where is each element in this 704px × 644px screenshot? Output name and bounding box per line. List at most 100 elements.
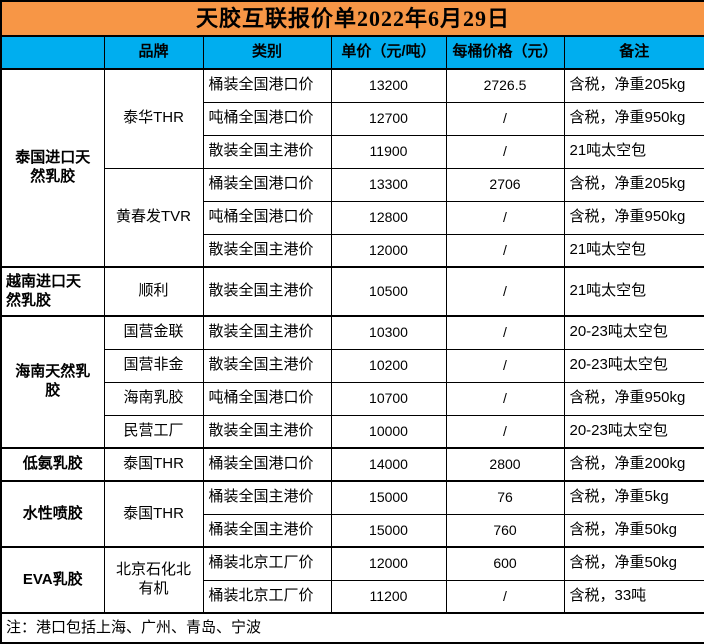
category-cell: 散装全国主港价 (202, 315, 332, 350)
barrel-price-cell: 760 (445, 513, 565, 548)
category-cell: 吨桶全国港口价 (202, 200, 332, 235)
unit-price-cell: 12000 (330, 546, 447, 581)
footer-note-row: 注：港口包括上海、广州、青岛、宁波 (0, 612, 704, 644)
col-header-corner (0, 35, 105, 70)
table-row: 海南天然乳 胶 国营金联 散装全国主港价 10300 / 20-23吨太空包 (0, 315, 704, 449)
table-row: 桶装全国主港价 15000 760 含税，净重50kg (1, 513, 704, 548)
remark-cell: 含税，净重950kg (563, 101, 704, 136)
table-row: 散装全国主港价 11900 / 21吨太空包 (1, 134, 704, 169)
unit-price-cell: 15000 (330, 513, 447, 548)
group-cell: 海南天然乳 胶 (0, 315, 105, 449)
remark-cell: 含税，净重5kg (563, 480, 704, 515)
category-cell: 桶装全国港口价 (202, 447, 332, 482)
brand-cell: 泰华THR (103, 68, 204, 169)
group-cell: 水性喷胶 (0, 480, 105, 548)
page-title: 天胶互联报价单2022年6月29日 (0, 0, 704, 37)
unit-price-cell: 10200 (330, 348, 447, 383)
col-header-brand: 品牌 (103, 35, 204, 70)
remark-cell: 21吨太空包 (563, 266, 704, 317)
table-row: 黄春发TVR 桶装全国港口价 13300 2706 含税，净重205kg (1, 167, 704, 268)
barrel-price-cell: 76 (445, 480, 565, 515)
table-row: 水性喷胶 泰国THR 桶装全国主港价 15000 76 含税，净重5kg (0, 480, 704, 548)
table-row: 海南乳胶 吨桶全国港口价 10700 / 含税，净重950kg (1, 381, 704, 416)
barrel-price-cell: 2800 (445, 447, 565, 482)
category-cell: 桶装全国港口价 (202, 68, 332, 103)
category-cell: 吨桶全国港口价 (202, 101, 332, 136)
unit-price-cell: 12000 (330, 233, 447, 268)
table-row: EVA乳胶 北京石化北 有机 桶装北京工厂价 12000 600 含税，净重50… (0, 546, 704, 614)
brand-cell: 泰国THR (103, 447, 204, 482)
unit-price-cell: 10000 (330, 414, 447, 449)
brand-cell: 民营工厂 (103, 414, 204, 449)
unit-price-cell: 10300 (330, 315, 447, 350)
column-header-row: 品牌 类别 单价（元/吨） 每桶价格（元） 备注 (0, 35, 704, 70)
table-row: 泰国进口天 然乳胶 泰华THR 桶装全国港口价 13200 2726.5 含税，… (0, 68, 704, 268)
remark-cell: 含税，33吨 (563, 579, 704, 614)
unit-price-cell: 10500 (330, 266, 447, 317)
remark-cell: 含税，净重205kg (563, 68, 704, 103)
category-cell: 散装全国主港价 (202, 266, 332, 317)
brand-cell: 泰国THR (103, 480, 204, 548)
remark-cell: 含税，净重50kg (563, 513, 704, 548)
table-row: 桶装北京工厂价 11200 / 含税，33吨 (1, 579, 704, 614)
barrel-price-cell: 600 (445, 546, 565, 581)
category-cell: 散装全国主港价 (202, 348, 332, 383)
brand-cell: 北京石化北 有机 (103, 546, 204, 614)
table-row: 低氨乳胶 泰国THR 桶装全国港口价 14000 2800 含税，净重200kg (0, 447, 704, 482)
category-cell: 桶装北京工厂价 (202, 579, 332, 614)
remark-cell: 20-23吨太空包 (563, 348, 704, 383)
brand-cell: 黄春发TVR (103, 167, 204, 268)
remark-cell: 21吨太空包 (563, 233, 704, 268)
category-cell: 散装全国主港价 (202, 233, 332, 268)
remark-cell: 含税，净重950kg (563, 381, 704, 416)
col-header-remark: 备注 (563, 35, 704, 70)
unit-price-cell: 10700 (330, 381, 447, 416)
barrel-price-cell: / (445, 414, 565, 449)
remark-cell: 含税，净重200kg (563, 447, 704, 482)
col-header-category: 类别 (202, 35, 332, 70)
brand-cell: 海南乳胶 (103, 381, 204, 416)
unit-price-cell: 13300 (330, 167, 447, 202)
unit-price-cell: 13200 (330, 68, 447, 103)
barrel-price-cell: 2706 (445, 167, 565, 202)
table-row: 国营非金 散装全国主港价 10200 / 20-23吨太空包 (1, 348, 704, 383)
category-cell: 桶装全国港口价 (202, 167, 332, 202)
barrel-price-cell: / (445, 266, 565, 317)
barrel-price-cell: / (445, 315, 565, 350)
category-cell: 桶装北京工厂价 (202, 546, 332, 581)
category-cell: 散装全国主港价 (202, 414, 332, 449)
barrel-price-cell: 2726.5 (445, 68, 565, 103)
remark-cell: 21吨太空包 (563, 134, 704, 169)
brand-cell: 国营金联 (103, 315, 204, 350)
table-row: 吨桶全国港口价 12800 / 含税，净重950kg (1, 200, 704, 235)
category-cell: 吨桶全国港口价 (202, 381, 332, 416)
barrel-price-cell: / (445, 233, 565, 268)
brand-cell: 国营非金 (103, 348, 204, 383)
remark-cell: 含税，净重950kg (563, 200, 704, 235)
remark-cell: 含税，净重50kg (563, 546, 704, 581)
unit-price-cell: 11200 (330, 579, 447, 614)
barrel-price-cell: / (445, 200, 565, 235)
unit-price-cell: 11900 (330, 134, 447, 169)
table-row: 吨桶全国港口价 12700 / 含税，净重950kg (1, 101, 704, 136)
remark-cell: 含税，净重205kg (563, 167, 704, 202)
category-cell: 桶装全国主港价 (202, 513, 332, 548)
remark-cell: 20-23吨太空包 (563, 315, 704, 350)
group-cell: 越南进口天 然乳胶 (0, 266, 105, 317)
remark-cell: 20-23吨太空包 (563, 414, 704, 449)
category-cell: 桶装全国主港价 (202, 480, 332, 515)
barrel-price-cell: / (445, 348, 565, 383)
barrel-price-cell: / (445, 381, 565, 416)
footer-note: 注：港口包括上海、广州、青岛、宁波 (0, 612, 704, 644)
group-cell: 低氨乳胶 (0, 447, 105, 482)
group-cell: 泰国进口天 然乳胶 (0, 68, 105, 268)
group-cell: EVA乳胶 (0, 546, 105, 614)
unit-price-cell: 14000 (330, 447, 447, 482)
brand-cell: 顺利 (103, 266, 204, 317)
barrel-price-cell: / (445, 579, 565, 614)
col-header-barrel-price: 每桶价格（元） (445, 35, 565, 70)
col-header-unit-price: 单价（元/吨） (330, 35, 447, 70)
unit-price-cell: 12700 (330, 101, 447, 136)
title-row: 天胶互联报价单2022年6月29日 (0, 0, 704, 37)
